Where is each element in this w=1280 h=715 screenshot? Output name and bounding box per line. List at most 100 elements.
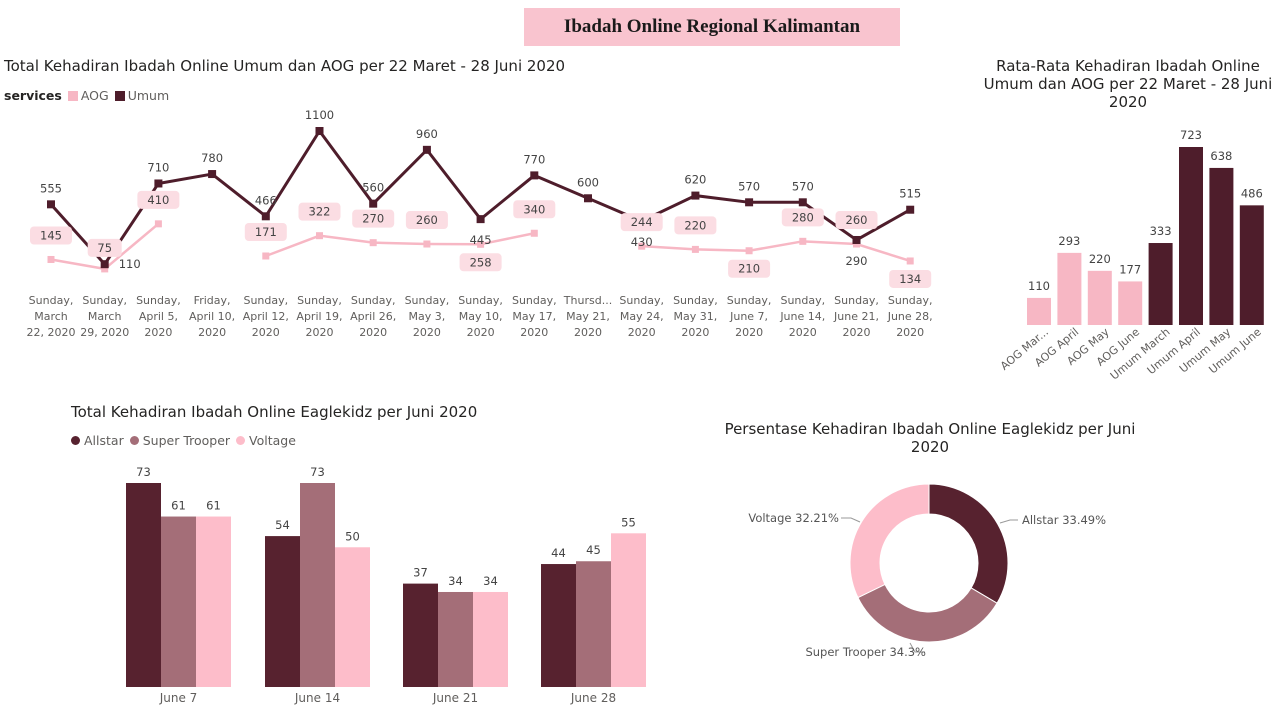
- kidz-x-tick-label: June 21: [432, 691, 478, 705]
- kidz-x-tick-label: June 28: [570, 691, 616, 705]
- avg-bar: [1239, 205, 1264, 325]
- line-x-tick-label: May 24,: [620, 310, 664, 323]
- aog-label-bg: [352, 209, 395, 228]
- kidz-bar-super-trooper: [161, 516, 196, 687]
- aog-data-label: 280: [792, 210, 814, 224]
- umum-data-label: 780: [201, 151, 223, 165]
- aog-label-bg: [244, 222, 287, 241]
- donut-slice-allstar: [928, 483, 1009, 604]
- line-x-tick-label: Sunday,: [351, 294, 396, 307]
- aog-label-bg: [674, 216, 717, 235]
- line-x-tick-label: April 10,: [189, 310, 235, 323]
- aog-data-label: 220: [684, 218, 706, 232]
- line-x-tick-label: 2020: [467, 326, 495, 339]
- aog-point: [638, 242, 646, 250]
- donut-chart-title: Persentase Kehadiran Ibadah Online Eagle…: [724, 420, 1136, 456]
- legend-label-voltage: Voltage: [249, 433, 296, 448]
- kidz-data-label: 54: [275, 518, 290, 532]
- aog-data-label: 260: [416, 213, 438, 227]
- umum-point: [422, 145, 431, 154]
- line-x-tick-label: March: [88, 310, 122, 323]
- aog-data-label: 134: [899, 272, 921, 286]
- line-x-tick-label: 2020: [306, 326, 334, 339]
- legend-label-allstar: Allstar: [84, 433, 124, 448]
- aog-data-label: 260: [846, 213, 868, 227]
- umum-data-label: 445: [470, 233, 492, 247]
- kidz-data-label: 44: [551, 546, 566, 560]
- kidz-bar-super-trooper: [438, 591, 473, 687]
- umum-data-label: 555: [40, 181, 62, 195]
- legend-item-umum[interactable]: Umum: [114, 88, 169, 103]
- line-x-tick-label: 2020: [628, 326, 656, 339]
- aog-label-bg: [781, 208, 824, 227]
- line-x-tick-label: Sunday,: [458, 294, 503, 307]
- umum-point: [154, 179, 163, 188]
- line-chart-title: Total Kehadiran Ibadah Online Umum dan A…: [4, 57, 566, 75]
- line-x-tick-label: 2020: [198, 326, 226, 339]
- line-x-tick-label: 22, 2020: [27, 326, 76, 339]
- donut-label-allstar: Allstar 33.49%: [1022, 513, 1106, 527]
- aog-data-label: 270: [362, 212, 384, 226]
- umum-data-label: 430: [631, 235, 653, 249]
- line-x-tick-label: May 21,: [566, 310, 610, 323]
- line-chart-legend: services AOG Umum: [4, 88, 175, 103]
- line-x-tick-label: Sunday,: [673, 294, 718, 307]
- line-x-tick-label: April 19,: [296, 310, 342, 323]
- line-x-tick-label: June 7,: [729, 310, 768, 323]
- donut-leader-voltage: [841, 517, 861, 523]
- avg-data-label: 220: [1089, 252, 1111, 266]
- kidz-bar-allstar: [265, 536, 300, 687]
- dashboard-title: Ibadah Online Regional Kalimantan: [524, 8, 900, 46]
- aog-data-label: 75: [97, 241, 112, 255]
- donut-label-voltage: Voltage 32.21%: [748, 511, 839, 525]
- legend-item-super-trooper[interactable]: Super Trooper: [129, 433, 230, 448]
- kidz-bar-allstar: [541, 564, 576, 687]
- aog-data-label: 322: [309, 205, 331, 219]
- aog-point: [316, 232, 323, 240]
- line-x-tick-label: May 10,: [459, 310, 503, 323]
- avg-data-label: 293: [1058, 234, 1080, 248]
- aog-point: [691, 245, 699, 253]
- kidz-data-label: 34: [483, 574, 498, 588]
- aog-data-label: 210: [738, 262, 760, 276]
- umum-point: [691, 191, 700, 200]
- umum-data-label: 600: [577, 175, 599, 189]
- legend-item-allstar[interactable]: Allstar: [71, 433, 124, 448]
- umum-point: [852, 235, 861, 244]
- line-x-tick-label: 2020: [252, 326, 280, 339]
- aog-data-label: 340: [523, 202, 545, 216]
- kidz-data-label: 55: [621, 515, 636, 529]
- umum-point: [476, 215, 485, 224]
- kidz-bar-allstar: [403, 583, 438, 687]
- aog-label-bg: [459, 253, 502, 272]
- line-x-tick-label: 2020: [144, 326, 172, 339]
- line-x-tick-label: Sunday,: [834, 294, 879, 307]
- line-x-tick-label: Sunday,: [888, 294, 933, 307]
- umum-data-label: 710: [147, 160, 169, 174]
- avg-bar: [1087, 270, 1112, 325]
- line-x-tick-label: May 17,: [512, 310, 556, 323]
- legend-dot-super-trooper: [129, 436, 139, 445]
- umum-data-label: 1100: [305, 108, 334, 122]
- kidz-chart-legend: Allstar Super Trooper Voltage: [71, 433, 302, 448]
- line-x-tick-label: Sunday,: [82, 294, 127, 307]
- legend-dot-allstar: [71, 436, 80, 445]
- kidz-bar-super-trooper: [576, 561, 611, 687]
- legend-item-voltage[interactable]: Voltage: [236, 433, 296, 448]
- aog-point: [369, 239, 377, 247]
- line-x-tick-label: June 28,: [887, 310, 933, 323]
- line-x-tick-label: 2020: [413, 326, 441, 339]
- umum-data-label: 560: [362, 181, 384, 195]
- aog-point: [47, 255, 55, 263]
- aog-point: [745, 247, 753, 255]
- line-x-tick-label: Sunday,: [243, 294, 288, 307]
- kidz-data-label: 73: [136, 465, 151, 479]
- aog-point: [906, 257, 914, 265]
- umum-data-label: 770: [523, 152, 545, 166]
- avg-bar: [1057, 252, 1082, 325]
- kidz-data-label: 45: [586, 543, 601, 557]
- avg-bar: [1118, 281, 1143, 325]
- legend-item-aog[interactable]: AOG: [67, 88, 109, 103]
- aog-point: [530, 229, 538, 237]
- aog-data-label: 145: [40, 228, 62, 242]
